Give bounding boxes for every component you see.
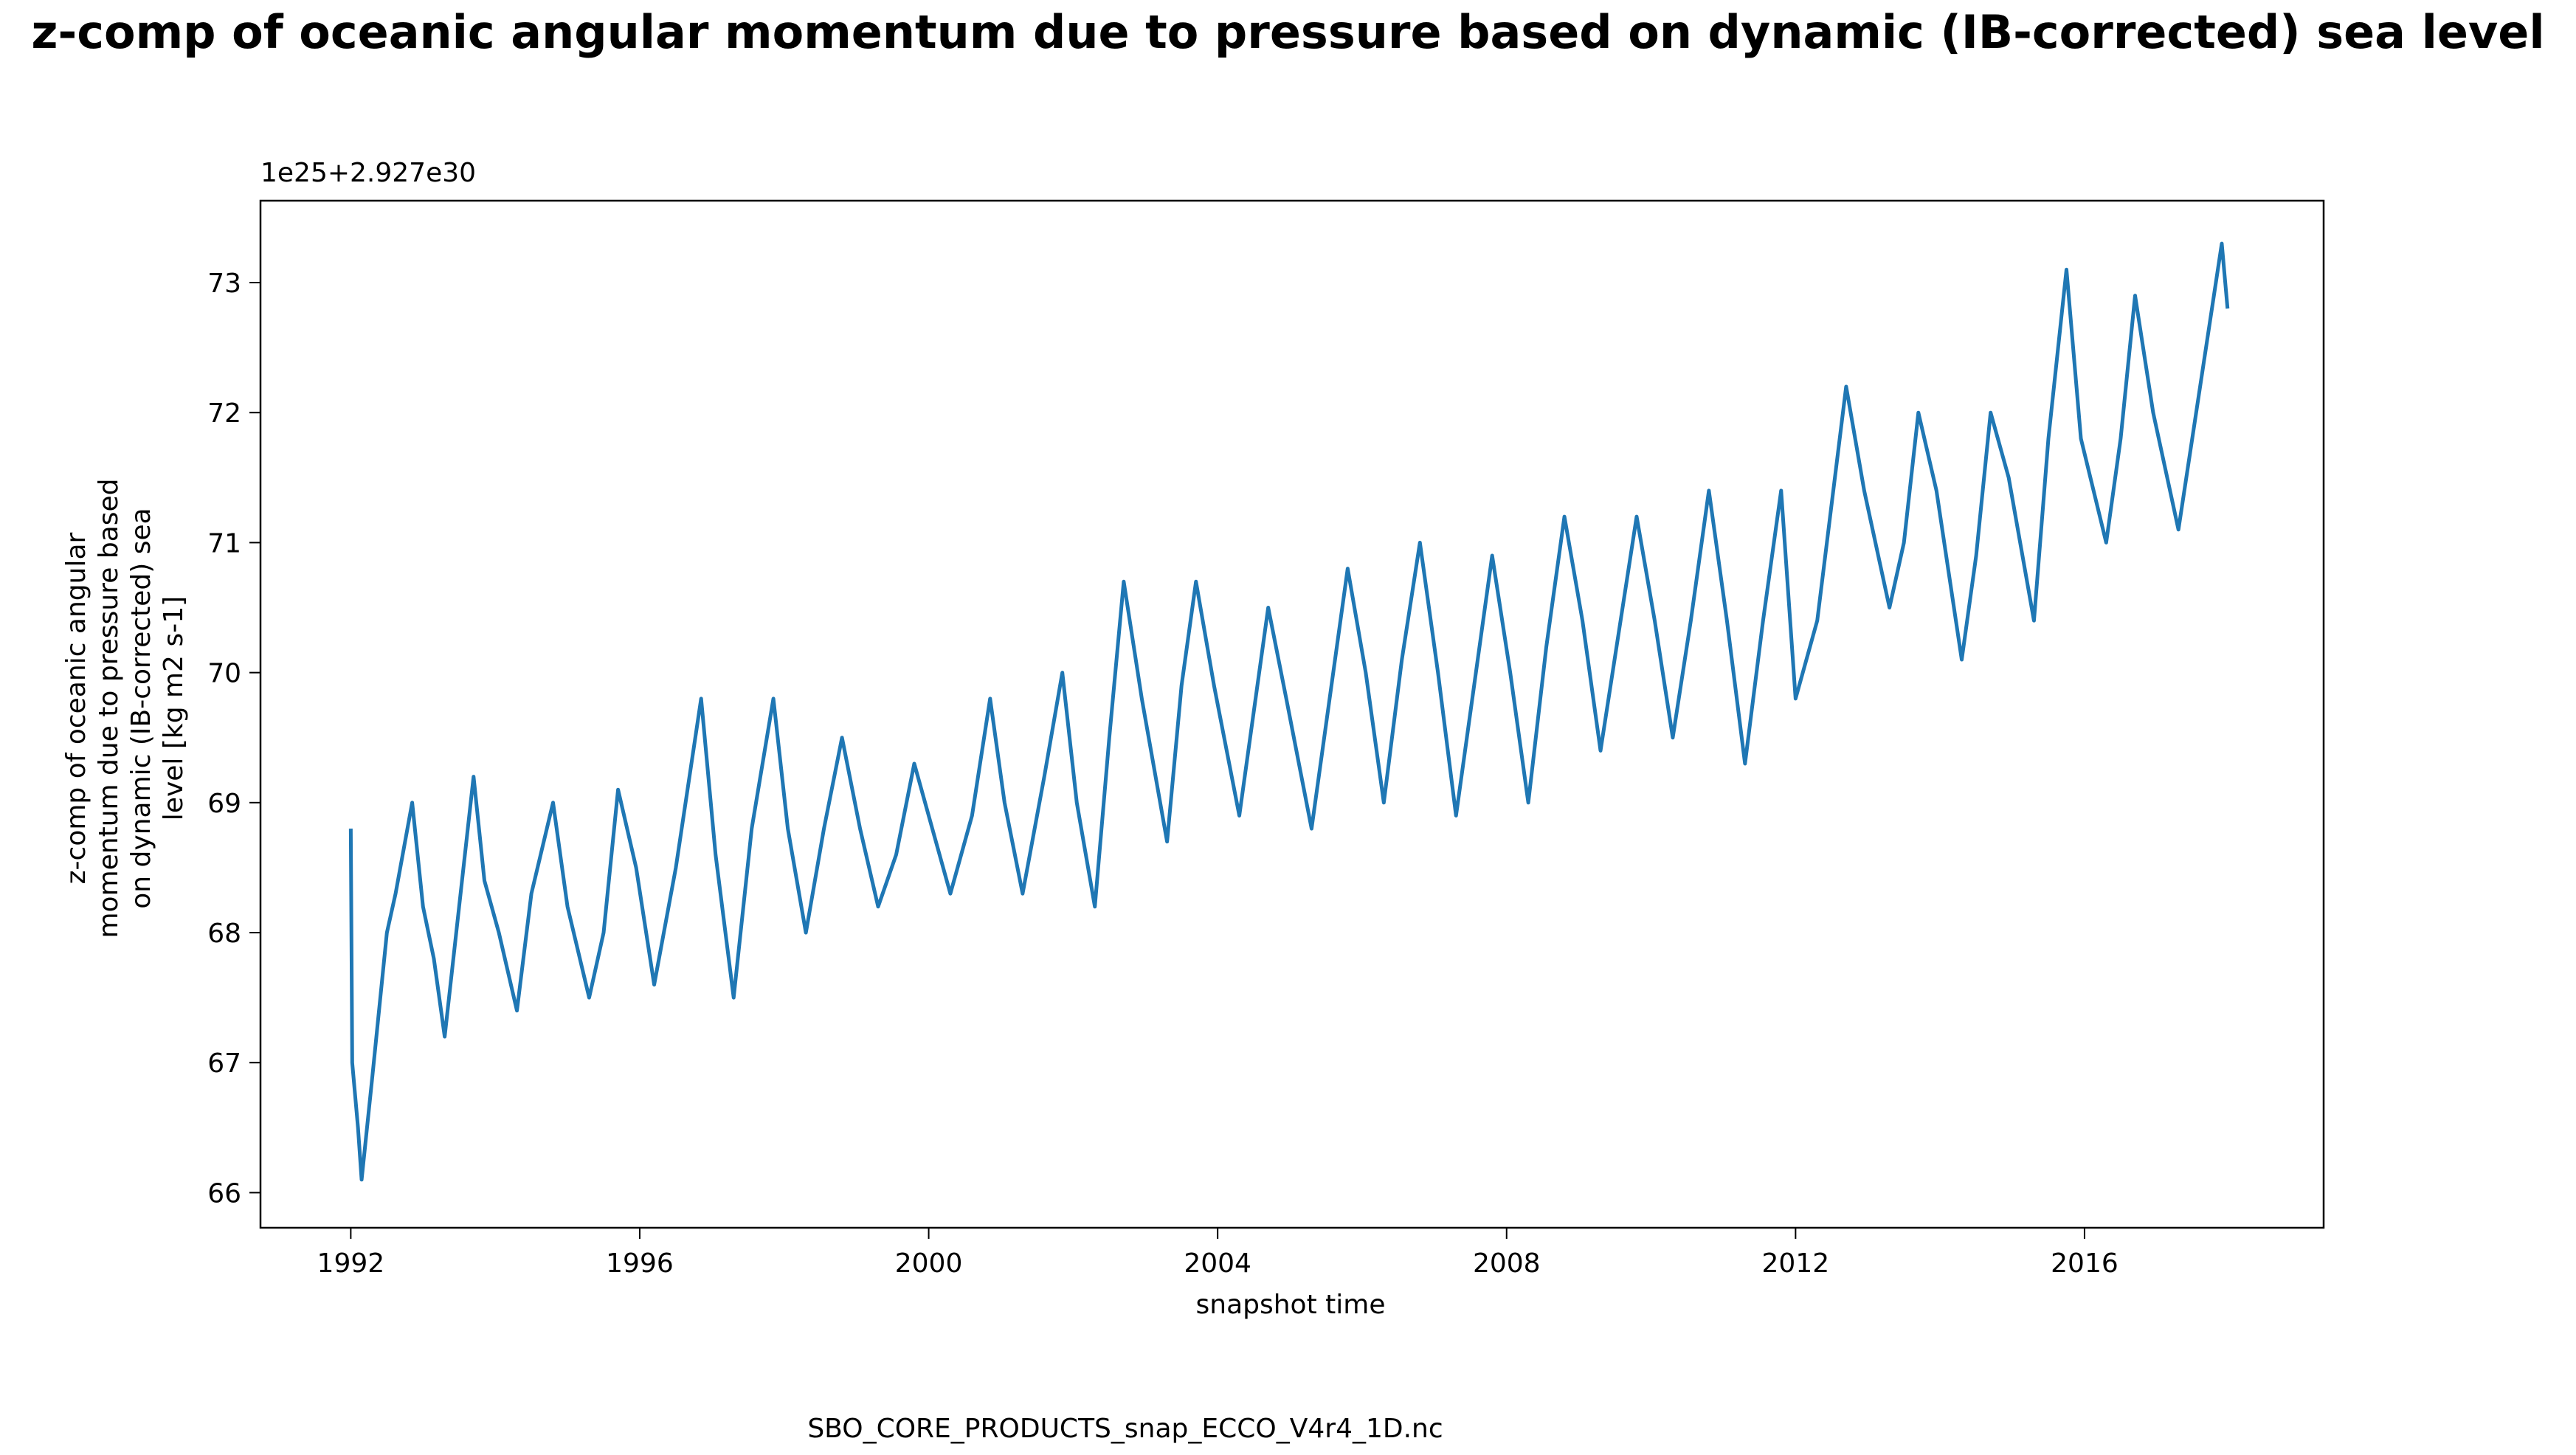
y-tick-label: 66: [207, 1178, 241, 1209]
y-tick-label: 73: [207, 269, 241, 299]
x-tick-label: 1996: [606, 1248, 674, 1279]
x-tick-label: 2012: [1762, 1248, 1830, 1279]
x-tick-label: 2000: [895, 1248, 963, 1279]
footer: SBO_CORE_PRODUCTS_snap_ECCO_V4r4_1D.nc: [807, 1414, 1443, 1444]
x-axis-label: snapshot time: [1196, 1290, 1386, 1320]
x-tick-label: 2016: [2051, 1248, 2119, 1279]
plot-frame: [259, 199, 2325, 1229]
x-tick-label: 2004: [1184, 1248, 1251, 1279]
y-tick-label: 71: [207, 528, 241, 559]
y-tick-label: 69: [207, 789, 241, 819]
data-line: [348, 241, 2230, 1182]
x-tick-label: 2008: [1473, 1248, 1541, 1279]
y-offset-label: 1e25+2.927e30: [260, 158, 476, 188]
x-tick-label: 1992: [317, 1248, 385, 1279]
y-tick-label: 72: [207, 398, 241, 429]
y-tick-label: 70: [207, 659, 241, 689]
chart-title: z-comp of oceanic angular momentum due t…: [31, 5, 2545, 59]
y-tick-label: 67: [207, 1048, 241, 1079]
y-tick-label: 68: [207, 919, 241, 949]
